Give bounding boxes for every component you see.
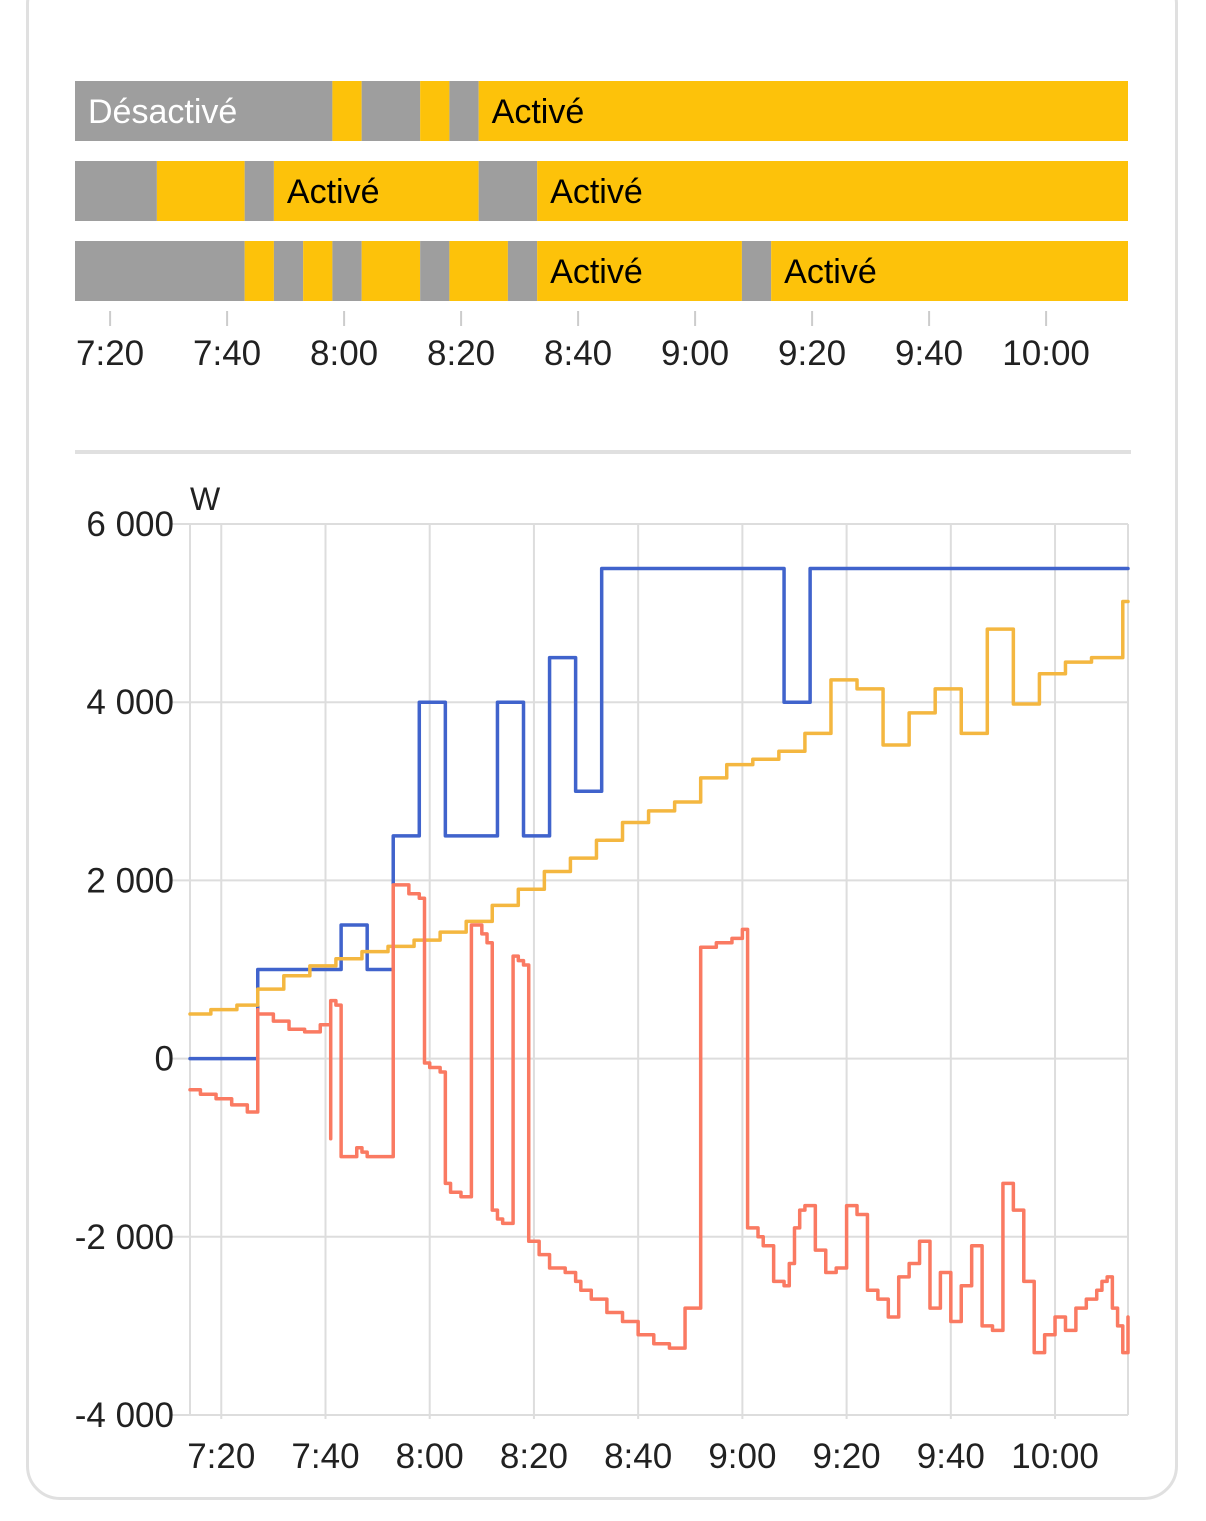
timeline-tick-label: 7:20 [76, 334, 144, 373]
timeline-tick-label: 8:00 [310, 334, 378, 373]
x-tick-label: 8:00 [396, 1437, 464, 1476]
x-tick-label: 7:20 [187, 1437, 255, 1476]
timeline-row: Activé Activé [75, 241, 1128, 301]
timeline-tick-label: 10:00 [1002, 334, 1090, 373]
x-tick-label: 9:00 [708, 1437, 776, 1476]
timeline-segment-label: Désactivé [88, 93, 237, 131]
x-tick-label: 7:40 [291, 1437, 359, 1476]
timeline-tick-label: 9:00 [661, 334, 729, 373]
y-tick-label: -2 000 [75, 1218, 174, 1257]
timeline-segment-off[interactable] [332, 241, 362, 301]
timeline-tick-label: 9:40 [895, 334, 963, 373]
timeline-segment-off[interactable] [507, 241, 538, 301]
timeline-segment-label: Activé [550, 173, 643, 211]
timeline-segment-off[interactable] [449, 81, 479, 141]
y-tick-label: 6 000 [86, 505, 174, 544]
timeline-segment-on[interactable] [478, 81, 1128, 141]
series-line-1[interactable] [188, 566, 1130, 1061]
x-tick-label: 9:20 [813, 1437, 881, 1476]
series-line-3[interactable] [188, 883, 1130, 1355]
y-tick-label: 0 [155, 1040, 174, 1079]
timeline-tick-label: 7:40 [193, 334, 261, 373]
timeline-segment-on[interactable] [303, 241, 333, 301]
y-tick-label: -4 000 [75, 1396, 174, 1435]
series-line-2[interactable] [188, 599, 1130, 1016]
timeline-segment-label: Activé [492, 93, 585, 131]
timeline-segment-label: Activé [550, 253, 643, 291]
state-timeline: Désactivé Activé Activé Activé Activé Activé 7… [75, 81, 1128, 373]
timeline-segment-off[interactable] [244, 161, 274, 221]
timeline-segment-on[interactable] [537, 161, 1128, 221]
y-tick-label: 2 000 [86, 861, 174, 900]
y-tick-label: 4 000 [86, 683, 174, 722]
x-tick-label: 8:40 [604, 1437, 672, 1476]
timeline-segment-on[interactable] [244, 241, 274, 301]
x-tick-label: 10:00 [1011, 1437, 1099, 1476]
x-tick-label: 9:40 [917, 1437, 985, 1476]
timeline-tick-label: 9:20 [778, 334, 846, 373]
timeline-segment-on[interactable] [156, 161, 245, 221]
timeline-row: Activé Activé [75, 161, 1128, 221]
timeline-segment-on[interactable] [273, 161, 479, 221]
x-tick-label: 8:20 [500, 1437, 568, 1476]
timeline-segment-off[interactable] [741, 241, 772, 301]
timeline-segment-off[interactable] [478, 161, 538, 221]
timeline-segment-label: Activé [784, 253, 877, 291]
timeline-segment-off[interactable] [273, 241, 304, 301]
timeline-tick-label: 8:40 [544, 334, 612, 373]
timeline-segment-label: Activé [287, 173, 380, 211]
timeline-segment-off[interactable] [361, 81, 421, 141]
timeline-segment-off[interactable] [420, 241, 450, 301]
timeline-segment-on[interactable] [771, 241, 1128, 301]
timeline-segment-off[interactable] [75, 161, 157, 221]
timeline-segment-on[interactable] [537, 241, 742, 301]
timeline-tick-label: 8:20 [427, 334, 495, 373]
timeline-segment-off[interactable] [75, 81, 333, 141]
timeline-row: Désactivé Activé [75, 81, 1128, 141]
timeline-segment-on[interactable] [332, 81, 362, 141]
timeline-segment-on[interactable] [420, 81, 450, 141]
timeline-segment-off[interactable] [75, 241, 245, 301]
timeline-segment-on[interactable] [449, 241, 508, 301]
chart-grid [172, 523, 1129, 1419]
section-divider [75, 450, 1131, 454]
y-axis-unit-label: W [190, 481, 221, 517]
timeline-segment-on[interactable] [361, 241, 421, 301]
